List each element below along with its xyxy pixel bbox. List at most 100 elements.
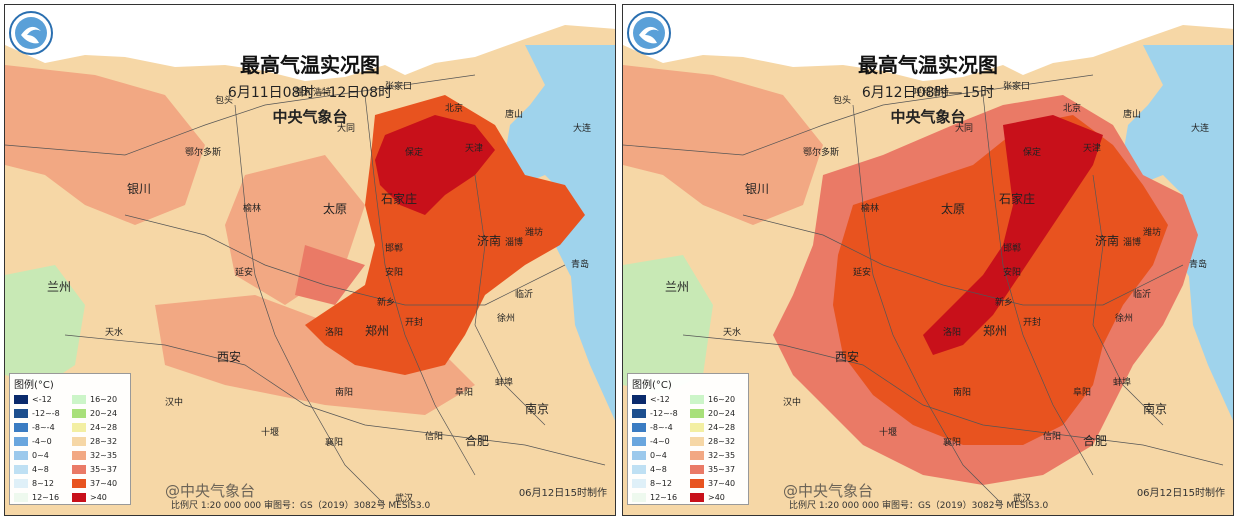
hot-zone-mid [295,245,365,305]
province-boundaries [623,74,1224,506]
legend-swatch [72,437,86,446]
city-xian: 西安 [217,349,241,364]
city-hanzhong: 汉中 [165,396,183,408]
legend-item: >40 [690,491,744,504]
legend-swatch [14,423,28,432]
legend-item: 8~12 [14,477,68,490]
legend-swatch [632,409,646,418]
legend-swatch [690,423,704,432]
city-nanyang: 南阳 [335,386,353,398]
legend-item: 35~37 [72,463,126,476]
city-linyi: 临沂 [1133,288,1151,300]
legend-grid: <-12 16~20 -12~-8 20~24 -8~-4 24~28 -4~0… [628,393,748,504]
city-shijiazhuang: 石家庄 [381,191,417,206]
legend-item: <-12 [632,393,686,406]
city-ordos: 鄂尔多斯 [803,146,839,158]
city-luoyang: 洛阳 [325,326,343,338]
city-zhangjiakou: 张家口 [1003,80,1030,92]
city-tianjin: 天津 [465,143,483,154]
legend-swatch [72,451,86,460]
city-taiyuan: 太原 [323,201,347,216]
legend-item: -8~-4 [14,421,68,434]
legend-title: 图例(°C) [14,380,54,391]
city-tianshui: 天水 [723,326,741,338]
legend-item: <-12 [14,393,68,406]
legend-swatch [690,493,704,502]
city-zibo: 淄博 [505,236,523,248]
legend-swatch [690,409,704,418]
legend-swatch [690,451,704,460]
city-xiangyang: 襄阳 [325,436,343,448]
cma-logo-icon [15,17,47,49]
city-zhengzhou: 郑州 [983,323,1007,338]
legend-item: 20~24 [690,407,744,420]
legend-item: >40 [72,491,126,504]
city-luoyang: 洛阳 [943,326,961,338]
city-nanjing: 南京 [525,401,549,416]
warm-zone-nw [5,65,205,225]
legend-swatch [632,479,646,488]
legend-swatch [14,409,28,418]
map-note: 比例尺 1:20 000 000 审图号：GS（2019）3082号 MESIS… [171,501,431,511]
map-note: 比例尺 1:20 000 000 审图号：GS（2019）3082号 MESIS… [789,501,1049,511]
city-xinyang: 信阳 [1043,430,1061,442]
city-wuhan: 武汉 [395,492,413,504]
city-kaifeng: 开封 [1023,316,1041,328]
city-linyi: 临沂 [515,288,533,300]
legend-swatch [632,395,646,404]
weibo-watermark: @中央气象台 [165,482,256,500]
city-shijiazhuang: 石家庄 [999,191,1035,206]
legend-item: 16~20 [72,393,126,406]
legend-swatch [690,395,704,404]
legend-swatch [14,465,28,474]
legend-item: 4~8 [632,463,686,476]
legend-swatch [690,437,704,446]
city-xiangyang: 襄阳 [943,436,961,448]
city-taiyuan: 太原 [941,201,965,216]
city-datong: 大同 [337,122,355,134]
extreme-zone [923,115,1103,355]
city-zhengzhou: 郑州 [365,323,389,338]
weibo-watermark: @中央气象台 [783,482,874,500]
legend-item: 24~28 [72,421,126,434]
legend-title: 图例(°C) [632,380,672,391]
city-handan: 邯郸 [385,242,403,254]
city-ordos: 鄂尔多斯 [185,146,221,158]
city-fuyang: 阜阳 [1073,386,1091,398]
city-xinxiang: 新乡 [995,296,1013,308]
city-nanjing: 南京 [1143,401,1167,416]
city-beijing: 北京 [445,102,463,114]
city-jinan: 济南 [1095,233,1119,248]
legend-grid: <-12 16~20 -12~-8 20~24 -8~-4 24~28 -4~0… [10,393,130,504]
cool-region [623,255,713,395]
city-hohhot: 呼和浩特 [913,86,949,98]
city-shiyan: 十堰 [261,426,279,438]
city-anyang: 安阳 [1003,266,1021,278]
legend-item: 4~8 [14,463,68,476]
city-baotou: 包头 [833,94,851,106]
city-handan: 邯郸 [1003,242,1021,254]
city-zhangjiakou: 张家口 [385,80,412,92]
map-panel-right: 北京 天津 石家庄 太原 济南 郑州 西安 银川 兰州 合肥 南京 武汉 包头 … [622,4,1234,516]
legend-swatch [72,409,86,418]
cool-region [5,265,85,385]
made-time: 06月12日15时制作 [518,488,607,499]
city-xian: 西安 [835,349,859,364]
legend-item: 12~16 [632,491,686,504]
legend-swatch [72,423,86,432]
legend-swatch [14,493,28,502]
cma-logo-icon [633,17,665,49]
legend-item: 8~12 [632,477,686,490]
sea-south [565,185,615,421]
legend-swatch [72,395,86,404]
warm-zone-south [155,295,475,415]
legend-left: 图例(°C) <-12 16~20 -12~-8 20~24 -8~-4 24~… [9,373,131,505]
city-dalian: 大连 [573,122,591,134]
legend-swatch [72,493,86,502]
city-bengbu: 蚌埠 [495,376,513,388]
outside-region [623,5,1233,81]
city-tianjin: 天津 [1083,143,1101,154]
legend-item: -4~0 [14,435,68,448]
temperature-map-right: 北京 天津 石家庄 太原 济南 郑州 西安 银川 兰州 合肥 南京 武汉 包头 … [623,5,1233,515]
cma-logo [627,11,671,55]
